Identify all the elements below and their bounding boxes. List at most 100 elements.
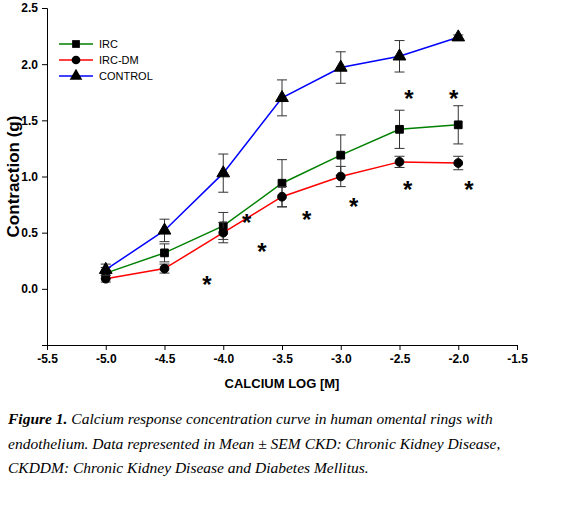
- error-cap: [336, 134, 346, 135]
- caption: Figure 1. Calcium response concentration…: [8, 407, 560, 481]
- tick-label: -1.5: [507, 352, 528, 366]
- error-bar: [160, 264, 170, 273]
- tick: -4.5: [155, 345, 176, 366]
- x-axis: -5.5-5.0-4.5-4.0-3.5-3.0-2.5-2.0-1.5: [37, 345, 528, 366]
- error-cap: [395, 156, 405, 157]
- tick-mark: [458, 345, 459, 350]
- legend-item: CONTROL: [59, 69, 153, 82]
- marker: [336, 172, 345, 181]
- error-cap: [336, 166, 346, 167]
- series: [101, 156, 464, 283]
- caption-text: Calcium response concentration curve in …: [8, 410, 500, 476]
- error-bar: [277, 187, 287, 207]
- y-axis-line: [42, 9, 48, 346]
- tick-mark: [42, 64, 47, 65]
- marker: [219, 228, 228, 237]
- tick-mark: [517, 345, 518, 350]
- tick-label: -5.0: [96, 352, 117, 366]
- marker: [334, 60, 347, 71]
- legend-item: IRC: [59, 38, 118, 50]
- tick: 2.0: [21, 58, 47, 72]
- legend-marker: [72, 40, 80, 48]
- error-cap: [160, 219, 170, 220]
- error-cap: [336, 186, 346, 187]
- annotation: *: [464, 176, 474, 203]
- error-cap: [277, 206, 287, 207]
- marks: [99, 30, 464, 283]
- error-bar: [395, 156, 405, 167]
- tick-label: -4.5: [155, 352, 176, 366]
- error-cap: [218, 154, 228, 155]
- marker: [454, 121, 462, 129]
- annotation: *: [302, 206, 312, 233]
- annotation: *: [403, 176, 413, 203]
- tick: 0.0: [21, 282, 47, 296]
- marker: [101, 274, 110, 283]
- tick: 0.5: [21, 226, 47, 240]
- tick-mark: [42, 120, 47, 121]
- marker: [278, 179, 286, 187]
- tick-label: -3.0: [331, 352, 352, 366]
- error-bar: [453, 156, 463, 169]
- tick: -2.0: [448, 345, 469, 366]
- error-cap: [101, 275, 111, 276]
- chart: -5.5-5.0-4.5-4.0-3.5-3.0-2.5-2.0-1.50.00…: [0, 0, 565, 532]
- error-cap: [160, 241, 170, 242]
- series: [99, 30, 464, 275]
- legend-marker: [72, 56, 81, 65]
- x-axis-line: [48, 346, 518, 351]
- marker: [396, 125, 404, 133]
- tick-mark: [165, 345, 166, 350]
- error-cap: [277, 159, 287, 160]
- error-cap: [160, 243, 170, 244]
- legend-label: CONTROL: [99, 70, 153, 82]
- error-cap: [277, 79, 287, 80]
- tick: -1.5: [507, 345, 528, 366]
- line: [106, 125, 459, 273]
- tick: -3.0: [331, 345, 352, 366]
- error-bar: [101, 275, 111, 282]
- tick-label: -4.0: [213, 352, 234, 366]
- marker: [276, 91, 289, 102]
- legend-label: IRC-DM: [99, 54, 139, 66]
- line: [106, 37, 459, 270]
- tick-mark: [42, 233, 47, 234]
- tick-mark: [223, 345, 224, 350]
- tick-mark: [282, 345, 283, 350]
- marker: [160, 264, 169, 273]
- error-cap: [218, 242, 228, 243]
- marker: [161, 249, 169, 257]
- annotation: *: [202, 271, 212, 298]
- tick-mark: [341, 345, 342, 350]
- error-cap: [453, 156, 463, 157]
- tick-label: 2.0: [21, 58, 38, 72]
- tick-label: 0.5: [21, 226, 38, 240]
- error-cap: [453, 143, 463, 144]
- annotation: *: [404, 85, 414, 112]
- error-bar: [277, 160, 287, 207]
- tick: 2.5: [21, 1, 47, 15]
- error-bar: [336, 166, 346, 186]
- legend-item: IRC-DM: [59, 54, 139, 66]
- error-cap: [395, 110, 405, 111]
- tick-label: 1.5: [21, 114, 38, 128]
- tick: 1.5: [21, 114, 47, 128]
- marker: [217, 166, 230, 177]
- tick-label: -5.5: [37, 352, 58, 366]
- marker: [337, 151, 345, 159]
- error-cap: [336, 83, 346, 84]
- error-cap: [160, 261, 170, 262]
- marker: [158, 223, 171, 234]
- marker: [452, 30, 465, 41]
- tick: -2.5: [390, 345, 411, 366]
- x-axis-title: CALCIUM LOG [M]: [225, 376, 340, 391]
- tick-label: -2.5: [390, 352, 411, 366]
- tick-mark: [42, 8, 47, 9]
- annotations: *********: [202, 85, 474, 298]
- annotation: *: [257, 238, 267, 265]
- tick: -5.0: [96, 345, 117, 366]
- error-cap: [218, 212, 228, 213]
- marker: [395, 158, 404, 167]
- legend-marker: [70, 69, 83, 80]
- tick-label: -2.0: [448, 352, 469, 366]
